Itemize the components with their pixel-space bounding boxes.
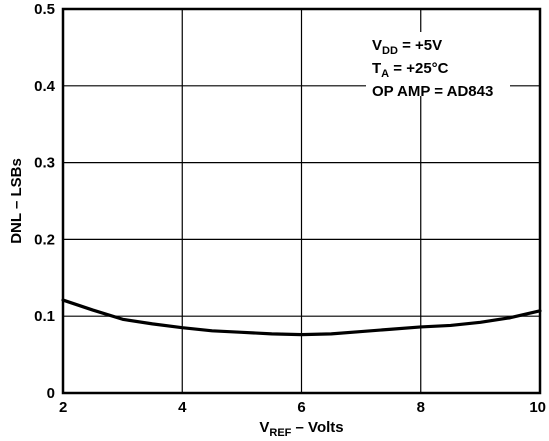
y-tick-label: 0.3 — [34, 155, 55, 172]
annotation-line: OP AMP = AD843 — [372, 83, 493, 100]
x-tick-label: 8 — [417, 399, 425, 416]
y-tick-label: 0 — [47, 385, 55, 402]
annotation-box: VDD = +5V TA = +25°C OP AMP = AD843 — [366, 32, 510, 100]
series-group — [61, 298, 542, 337]
y-axis-label: DNL – LSBs — [8, 158, 25, 244]
x-axis-label-main: V — [259, 419, 269, 436]
plot-frame — [61, 7, 542, 395]
x-axis-label-rest: – Volts — [291, 419, 343, 436]
x-axis-label: VREF – Volts — [259, 419, 343, 439]
x-axis-label-subscript: REF — [269, 427, 291, 439]
annotation-line: TA = +25°C — [372, 60, 449, 80]
y-tick-labels: 0 0.1 0.2 0.3 0.4 0.5 — [34, 1, 56, 402]
annotation-line: VDD = +5V — [372, 37, 442, 57]
dnl-series-line — [61, 298, 542, 337]
x-tick-label: 10 — [529, 399, 546, 416]
y-tick-label: 0.2 — [34, 231, 55, 248]
x-tick-label: 6 — [297, 399, 305, 416]
y-tick-label: 0.4 — [34, 78, 56, 95]
y-tick-label: 0.5 — [34, 1, 55, 18]
annotation-background — [366, 32, 510, 96]
x-tick-label: 2 — [59, 399, 67, 416]
y-tick-label: 0.1 — [34, 308, 55, 325]
x-tick-labels: 2 4 6 8 10 — [59, 399, 546, 416]
x-tick-label: 4 — [178, 399, 187, 416]
